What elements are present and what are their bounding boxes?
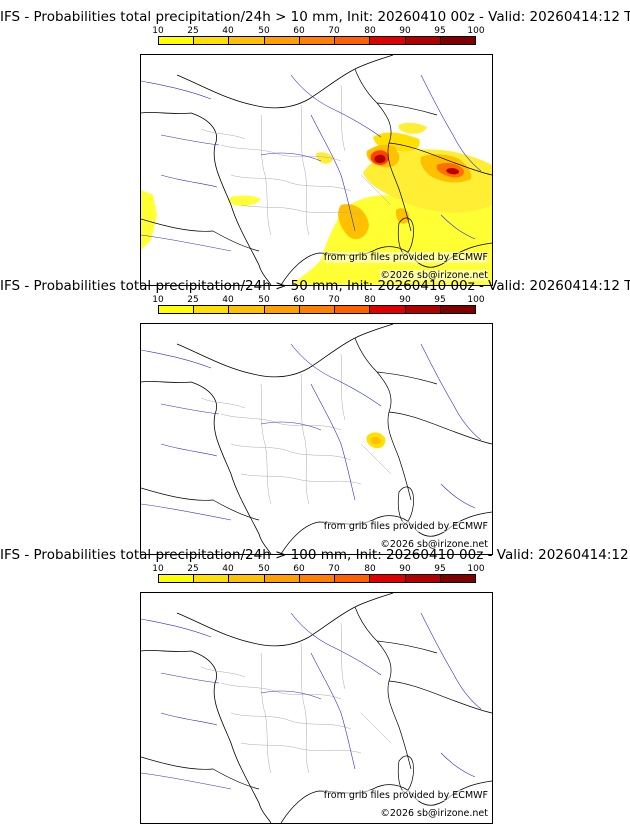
- colorbar-swatch: [299, 37, 336, 44]
- colorbar-swatch: [159, 575, 195, 582]
- colorbar-tick: 40: [222, 26, 234, 36]
- colorbar-swatch: [299, 306, 336, 313]
- colorbar-swatch: [264, 575, 300, 582]
- colorbar-tick: 50: [258, 295, 270, 305]
- country-borders: [141, 337, 492, 521]
- colorbar-labels: 10 25 40 50 60 70 80 90 95 100: [148, 564, 488, 574]
- colorbar-tick: 80: [364, 26, 376, 36]
- colorbar-swatch: [370, 37, 406, 44]
- colorbar: [158, 574, 476, 583]
- precipitation-map: from grib files provided by ECMWF ©2026 …: [140, 323, 493, 555]
- colorbar-tick: 60: [293, 295, 305, 305]
- colorbar-swatch: [159, 37, 195, 44]
- colorbar-swatch: [229, 306, 265, 313]
- colorbar-labels: 10 25 40 50 60 70 80 90 95 100: [148, 26, 488, 36]
- copyright-credit: ©2026 sb@irizone.net: [380, 270, 488, 281]
- colorbar-swatch: [194, 37, 230, 44]
- colorbar-swatch: [229, 37, 265, 44]
- colorbar-swatch: [440, 306, 475, 313]
- region-boundaries: [200, 84, 392, 236]
- colorbar-swatch: [299, 575, 336, 582]
- colorbar-tick: 70: [328, 295, 340, 305]
- colorbar-tick: 60: [293, 564, 305, 574]
- map-title: IFS - Probabilities total precipitation/…: [0, 278, 630, 294]
- rivers: [141, 343, 482, 521]
- colorbar-tick: 70: [328, 564, 340, 574]
- colorbar-tick: 25: [187, 295, 199, 305]
- source-credit: from grib files provided by ECMWF: [323, 790, 488, 801]
- colorbar-swatch: [370, 306, 406, 313]
- colorbar-tick: 25: [187, 26, 199, 36]
- colorbar: [158, 36, 476, 45]
- map-title: IFS - Probabilities total precipitation/…: [0, 9, 630, 25]
- colorbar-tick: 95: [434, 295, 446, 305]
- precip-shading: [366, 432, 386, 449]
- colorbar-swatch: [405, 306, 441, 313]
- region-boundaries: [200, 353, 392, 505]
- map-panel-10mm: IFS - Probabilities total precipitation/…: [0, 9, 630, 286]
- colorbar-tick: 50: [258, 26, 270, 36]
- colorbar-tick: 10: [152, 26, 164, 36]
- rivers: [141, 74, 482, 252]
- colorbar: [158, 305, 476, 314]
- colorbar-swatch: [440, 37, 475, 44]
- colorbar-tick: 60: [293, 26, 305, 36]
- corsica-outline: [397, 755, 414, 794]
- colorbar-swatch: [194, 306, 230, 313]
- colorbar-tick: 70: [328, 26, 340, 36]
- colorbar-swatch: [159, 306, 195, 313]
- country-borders: [141, 606, 492, 790]
- map-svg: [141, 324, 492, 554]
- map-panel-50mm: IFS - Probabilities total precipitation/…: [0, 278, 630, 555]
- colorbar-swatch: [370, 575, 406, 582]
- colorbar-tick: 100: [467, 564, 485, 574]
- colorbar-tick: 80: [364, 295, 376, 305]
- map-title: IFS - Probabilities total precipitation/…: [0, 547, 630, 563]
- colorbar-swatch: [440, 575, 475, 582]
- colorbar-labels: 10 25 40 50 60 70 80 90 95 100: [148, 295, 488, 305]
- colorbar-tick: 100: [467, 295, 485, 305]
- corsica-outline: [397, 217, 414, 256]
- source-credit: from grib files provided by ECMWF: [323, 252, 488, 263]
- colorbar-swatch: [335, 37, 371, 44]
- colorbar-swatch: [194, 575, 230, 582]
- colorbar-tick: 40: [222, 295, 234, 305]
- colorbar-swatch: [229, 575, 265, 582]
- colorbar-tick: 95: [434, 564, 446, 574]
- precipitation-map: from grib files provided by ECMWF ©2026 …: [140, 592, 493, 824]
- precipitation-map: from grib files provided by ECMWF ©2026 …: [140, 54, 493, 286]
- copyright-credit: ©2026 sb@irizone.net: [380, 539, 488, 550]
- colorbar-swatch: [264, 37, 300, 44]
- map-svg: [141, 55, 492, 285]
- region-boundaries: [200, 622, 392, 774]
- colorbar-tick: 100: [467, 26, 485, 36]
- colorbar-swatch: [335, 306, 371, 313]
- colorbar-tick: 90: [399, 564, 411, 574]
- coastline: [141, 324, 492, 554]
- colorbar-swatch: [405, 37, 441, 44]
- colorbar-tick: 95: [434, 26, 446, 36]
- colorbar-tick: 90: [399, 295, 411, 305]
- coastline: [141, 593, 492, 823]
- colorbar-tick: 90: [399, 26, 411, 36]
- source-credit: from grib files provided by ECMWF: [323, 521, 488, 532]
- colorbar-tick: 80: [364, 564, 376, 574]
- copyright-credit: ©2026 sb@irizone.net: [380, 808, 488, 819]
- colorbar-swatch: [405, 575, 441, 582]
- corsica-outline: [397, 486, 414, 525]
- colorbar-swatch: [264, 306, 300, 313]
- map-svg: [141, 593, 492, 823]
- rivers: [141, 612, 482, 790]
- map-panel-100mm: IFS - Probabilities total precipitation/…: [0, 547, 630, 824]
- colorbar-tick: 50: [258, 564, 270, 574]
- colorbar-swatch: [335, 575, 371, 582]
- country-borders: [141, 68, 492, 252]
- colorbar-tick: 25: [187, 564, 199, 574]
- colorbar-tick: 40: [222, 564, 234, 574]
- colorbar-tick: 10: [152, 564, 164, 574]
- colorbar-tick: 10: [152, 295, 164, 305]
